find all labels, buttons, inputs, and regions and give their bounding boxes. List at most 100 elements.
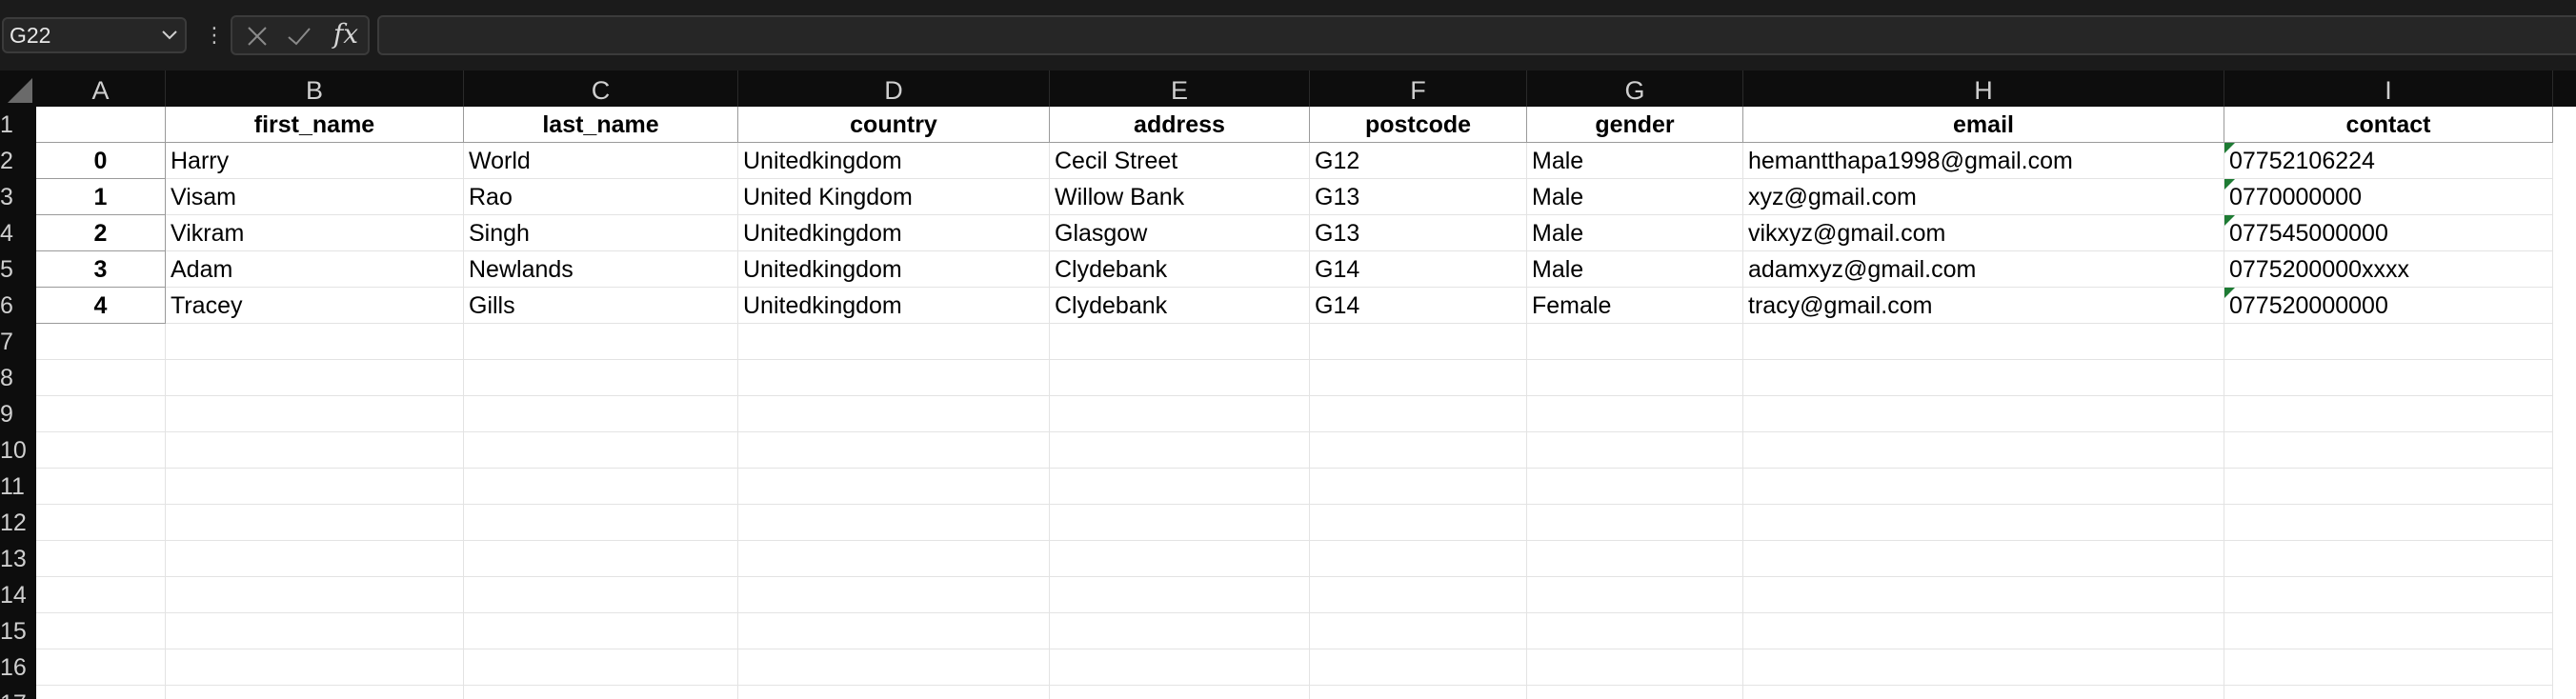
empty-cell[interactable] xyxy=(1310,360,1527,396)
empty-cell[interactable] xyxy=(2224,577,2553,613)
empty-cell[interactable] xyxy=(1743,686,2224,699)
empty-cell[interactable] xyxy=(166,396,464,432)
data-cell-c[interactable]: Rao xyxy=(464,179,738,215)
data-cell-d[interactable]: Unitedkingdom xyxy=(738,251,1050,288)
empty-cell[interactable] xyxy=(1743,324,2224,360)
empty-cell[interactable] xyxy=(36,649,166,686)
header-cell-c[interactable]: last_name xyxy=(464,107,738,143)
empty-cell[interactable] xyxy=(36,686,166,699)
empty-cell[interactable] xyxy=(1310,577,1527,613)
empty-cell[interactable] xyxy=(166,613,464,649)
empty-cell[interactable] xyxy=(1743,577,2224,613)
empty-cell[interactable] xyxy=(166,505,464,541)
data-cell-i[interactable]: 077520000000 xyxy=(2224,288,2553,324)
data-cell-i[interactable]: 0775200000xxxx xyxy=(2224,251,2553,288)
empty-cell[interactable] xyxy=(2224,505,2553,541)
empty-cell[interactable] xyxy=(1050,613,1310,649)
empty-cell[interactable] xyxy=(464,613,738,649)
data-cell-h[interactable]: tracy@gmail.com xyxy=(1743,288,2224,324)
data-cell-b[interactable]: Tracey xyxy=(166,288,464,324)
empty-cell[interactable] xyxy=(1310,469,1527,505)
column-header-h[interactable]: H xyxy=(1743,70,2224,107)
empty-cell[interactable] xyxy=(166,541,464,577)
empty-cell[interactable] xyxy=(1310,396,1527,432)
data-cell-f[interactable]: G13 xyxy=(1310,215,1527,251)
empty-cell[interactable] xyxy=(2224,686,2553,699)
empty-cell[interactable] xyxy=(1310,324,1527,360)
data-cell-b[interactable]: Vikram xyxy=(166,215,464,251)
empty-cell[interactable] xyxy=(464,577,738,613)
spreadsheet-grid[interactable]: first_name last_name country address postcod… xyxy=(36,107,2576,699)
empty-cell[interactable] xyxy=(1527,469,1743,505)
empty-cell[interactable] xyxy=(1050,396,1310,432)
header-cell-e[interactable]: address xyxy=(1050,107,1310,143)
row-header-9[interactable]: 9 xyxy=(0,401,13,428)
empty-cell[interactable] xyxy=(2224,324,2553,360)
column-header-f[interactable]: F xyxy=(1310,70,1527,107)
index-cell[interactable]: 1 xyxy=(36,179,166,215)
header-cell-i[interactable]: contact xyxy=(2224,107,2553,143)
empty-cell[interactable] xyxy=(738,686,1050,699)
empty-cell[interactable] xyxy=(2224,469,2553,505)
empty-cell[interactable] xyxy=(1050,649,1310,686)
row-header-2[interactable]: 2 xyxy=(0,148,13,174)
row-header-8[interactable]: 8 xyxy=(0,365,13,391)
empty-cell[interactable] xyxy=(464,324,738,360)
row-header-5[interactable]: 5 xyxy=(0,256,13,283)
empty-cell[interactable] xyxy=(1050,432,1310,469)
data-cell-b[interactable]: Adam xyxy=(166,251,464,288)
empty-cell[interactable] xyxy=(1527,686,1743,699)
select-all-corner[interactable] xyxy=(0,70,36,107)
empty-cell[interactable] xyxy=(1527,432,1743,469)
empty-cell[interactable] xyxy=(2224,432,2553,469)
data-cell-i[interactable]: 077545000000 xyxy=(2224,215,2553,251)
empty-cell[interactable] xyxy=(738,541,1050,577)
empty-cell[interactable] xyxy=(166,360,464,396)
empty-cell[interactable] xyxy=(1310,686,1527,699)
empty-cell[interactable] xyxy=(738,432,1050,469)
data-cell-e[interactable]: Glasgow xyxy=(1050,215,1310,251)
empty-cell[interactable] xyxy=(1310,649,1527,686)
empty-cell[interactable] xyxy=(1743,432,2224,469)
empty-cell[interactable] xyxy=(1743,649,2224,686)
data-cell-g[interactable]: Male xyxy=(1527,251,1743,288)
header-cell-d[interactable]: country xyxy=(738,107,1050,143)
data-cell-e[interactable]: Clydebank xyxy=(1050,251,1310,288)
empty-cell[interactable] xyxy=(1310,613,1527,649)
data-cell-b[interactable]: Harry xyxy=(166,143,464,179)
data-cell-c[interactable]: World xyxy=(464,143,738,179)
name-box[interactable]: G22 xyxy=(2,17,187,53)
data-cell-c[interactable]: Newlands xyxy=(464,251,738,288)
data-cell-f[interactable]: G14 xyxy=(1310,288,1527,324)
empty-cell[interactable] xyxy=(1310,505,1527,541)
empty-cell[interactable] xyxy=(1743,469,2224,505)
empty-cell[interactable] xyxy=(2224,360,2553,396)
error-indicator-icon[interactable] xyxy=(2224,215,2235,226)
empty-cell[interactable] xyxy=(2224,396,2553,432)
error-indicator-icon[interactable] xyxy=(2224,288,2235,298)
data-cell-f[interactable]: G13 xyxy=(1310,179,1527,215)
empty-cell[interactable] xyxy=(738,324,1050,360)
data-cell-h[interactable]: hemantthapa1998@gmail.com xyxy=(1743,143,2224,179)
index-cell[interactable]: 3 xyxy=(36,251,166,288)
row-header-14[interactable]: 14 xyxy=(0,582,27,609)
empty-cell[interactable] xyxy=(166,324,464,360)
empty-cell[interactable] xyxy=(738,360,1050,396)
empty-cell[interactable] xyxy=(738,396,1050,432)
data-cell-c[interactable]: Gills xyxy=(464,288,738,324)
data-cell-b[interactable]: Visam xyxy=(166,179,464,215)
chevron-down-icon[interactable] xyxy=(160,28,179,43)
row-header-12[interactable]: 12 xyxy=(0,509,27,536)
empty-cell[interactable] xyxy=(464,686,738,699)
row-header-4[interactable]: 4 xyxy=(0,220,13,247)
column-header-a[interactable]: A xyxy=(36,70,166,107)
empty-cell[interactable] xyxy=(36,432,166,469)
empty-cell[interactable] xyxy=(1050,324,1310,360)
data-cell-h[interactable]: adamxyz@gmail.com xyxy=(1743,251,2224,288)
column-header-i[interactable]: I xyxy=(2224,70,2553,107)
data-cell-g[interactable]: Male xyxy=(1527,179,1743,215)
data-cell-f[interactable]: G12 xyxy=(1310,143,1527,179)
data-cell-g[interactable]: Male xyxy=(1527,143,1743,179)
empty-cell[interactable] xyxy=(1050,469,1310,505)
empty-cell[interactable] xyxy=(2224,541,2553,577)
